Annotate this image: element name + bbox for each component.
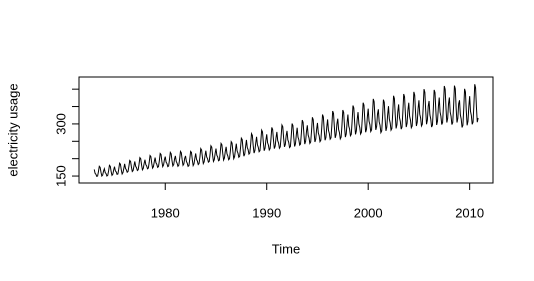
y-tick-label: 300 <box>53 113 68 135</box>
x-tick-label: 1990 <box>252 205 281 220</box>
y-tick-label: 150 <box>53 165 68 187</box>
y-axis-label: electricity usage <box>5 83 20 176</box>
plot-box <box>78 76 494 184</box>
x-tick-label: 2010 <box>455 205 484 220</box>
x-axis-label: Time <box>272 241 300 256</box>
x-tick-label: 1980 <box>151 205 180 220</box>
data-line <box>93 84 479 178</box>
x-tick-label: 2000 <box>354 205 383 220</box>
